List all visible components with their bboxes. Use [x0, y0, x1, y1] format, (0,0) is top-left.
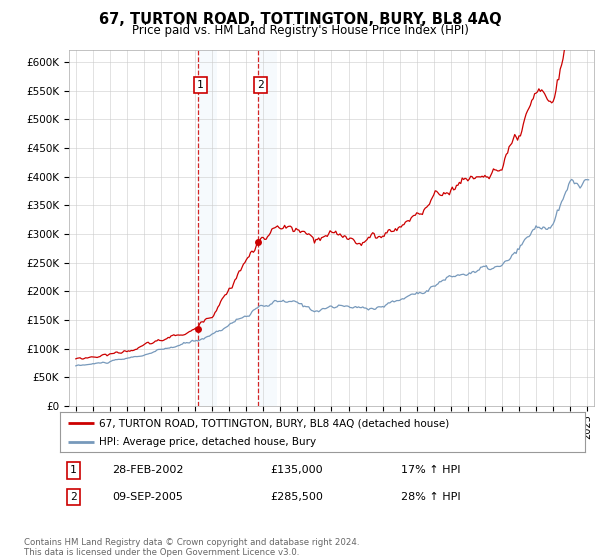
- Text: 1: 1: [70, 465, 77, 475]
- Text: 09-SEP-2005: 09-SEP-2005: [113, 492, 184, 502]
- Text: £285,500: £285,500: [270, 492, 323, 502]
- Text: 17% ↑ HPI: 17% ↑ HPI: [401, 465, 461, 475]
- Text: 28% ↑ HPI: 28% ↑ HPI: [401, 492, 461, 502]
- Text: £135,000: £135,000: [270, 465, 323, 475]
- Text: 1: 1: [197, 80, 204, 90]
- Text: 2: 2: [257, 80, 264, 90]
- Text: 2: 2: [70, 492, 77, 502]
- Bar: [258, 50, 277, 406]
- Text: 67, TURTON ROAD, TOTTINGTON, BURY, BL8 4AQ: 67, TURTON ROAD, TOTTINGTON, BURY, BL8 4…: [98, 12, 502, 27]
- Text: 67, TURTON ROAD, TOTTINGTON, BURY, BL8 4AQ (detached house): 67, TURTON ROAD, TOTTINGTON, BURY, BL8 4…: [100, 418, 449, 428]
- Text: HPI: Average price, detached house, Bury: HPI: Average price, detached house, Bury: [100, 437, 317, 447]
- Text: 28-FEB-2002: 28-FEB-2002: [113, 465, 184, 475]
- Text: Contains HM Land Registry data © Crown copyright and database right 2024.
This d: Contains HM Land Registry data © Crown c…: [24, 538, 359, 557]
- Text: Price paid vs. HM Land Registry's House Price Index (HPI): Price paid vs. HM Land Registry's House …: [131, 24, 469, 37]
- Bar: [198, 50, 217, 406]
